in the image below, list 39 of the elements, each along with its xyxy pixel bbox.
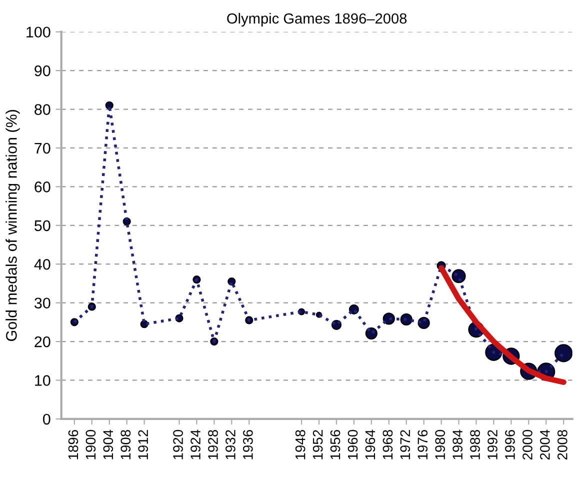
y-tick-label: 70 [34, 142, 50, 154]
x-tick-label: 1912 [138, 430, 148, 460]
x-tick-label: 2000 [522, 430, 532, 460]
x-tick-label: 1904 [103, 430, 114, 460]
x-tick-label: 1924 [190, 430, 200, 460]
x-tick-label: 1972 [400, 430, 410, 460]
x-tick-label: 1952 [312, 430, 323, 460]
x-tick-label: 2008 [557, 430, 568, 460]
x-tick-label: 1960 [348, 430, 358, 460]
x-tick-label: 1964 [365, 430, 376, 460]
x-tick-label: 1896 [68, 430, 78, 460]
x-tick-label: 1932 [226, 430, 236, 460]
y-tick-label: 40 [34, 258, 50, 270]
x-tick-label: 1908 [120, 430, 131, 460]
y-tick-label: 90 [34, 65, 50, 76]
x-tick-label: 1996 [505, 430, 515, 460]
x-tick-label: 1928 [208, 430, 218, 460]
x-tick-label: 1956 [330, 430, 340, 460]
y-tick-label: 10 [35, 375, 50, 386]
x-tick-label: 1900 [86, 430, 96, 460]
x-tick-label: 1976 [418, 430, 428, 460]
x-tick-label: 1988 [470, 430, 480, 460]
x-tick-label: 1980 [435, 430, 446, 460]
x-tick-label: 1984 [452, 430, 462, 460]
chart-title: Olympic Games 1896–2008 [227, 12, 407, 27]
x-tick-label: 2004 [540, 430, 550, 460]
y-tick-label: 80 [34, 104, 50, 115]
y-tick-label: 50 [34, 220, 50, 232]
y-tick-label: 20 [34, 336, 50, 348]
y-tick-label: 60 [34, 182, 50, 192]
x-tick-label: 1968 [382, 430, 393, 460]
x-tick-label: 1920 [173, 430, 183, 460]
y-tick-label: 0 [43, 414, 50, 425]
y-axis-title: Gold medals of winning nation (%) [6, 110, 20, 341]
x-tick-label: 1992 [488, 430, 498, 460]
y-tick-label: 100 [26, 26, 50, 38]
y-tick-label: 30 [34, 298, 50, 309]
x-tick-label: 1936 [243, 430, 253, 460]
x-tick-label: 1948 [295, 430, 306, 460]
